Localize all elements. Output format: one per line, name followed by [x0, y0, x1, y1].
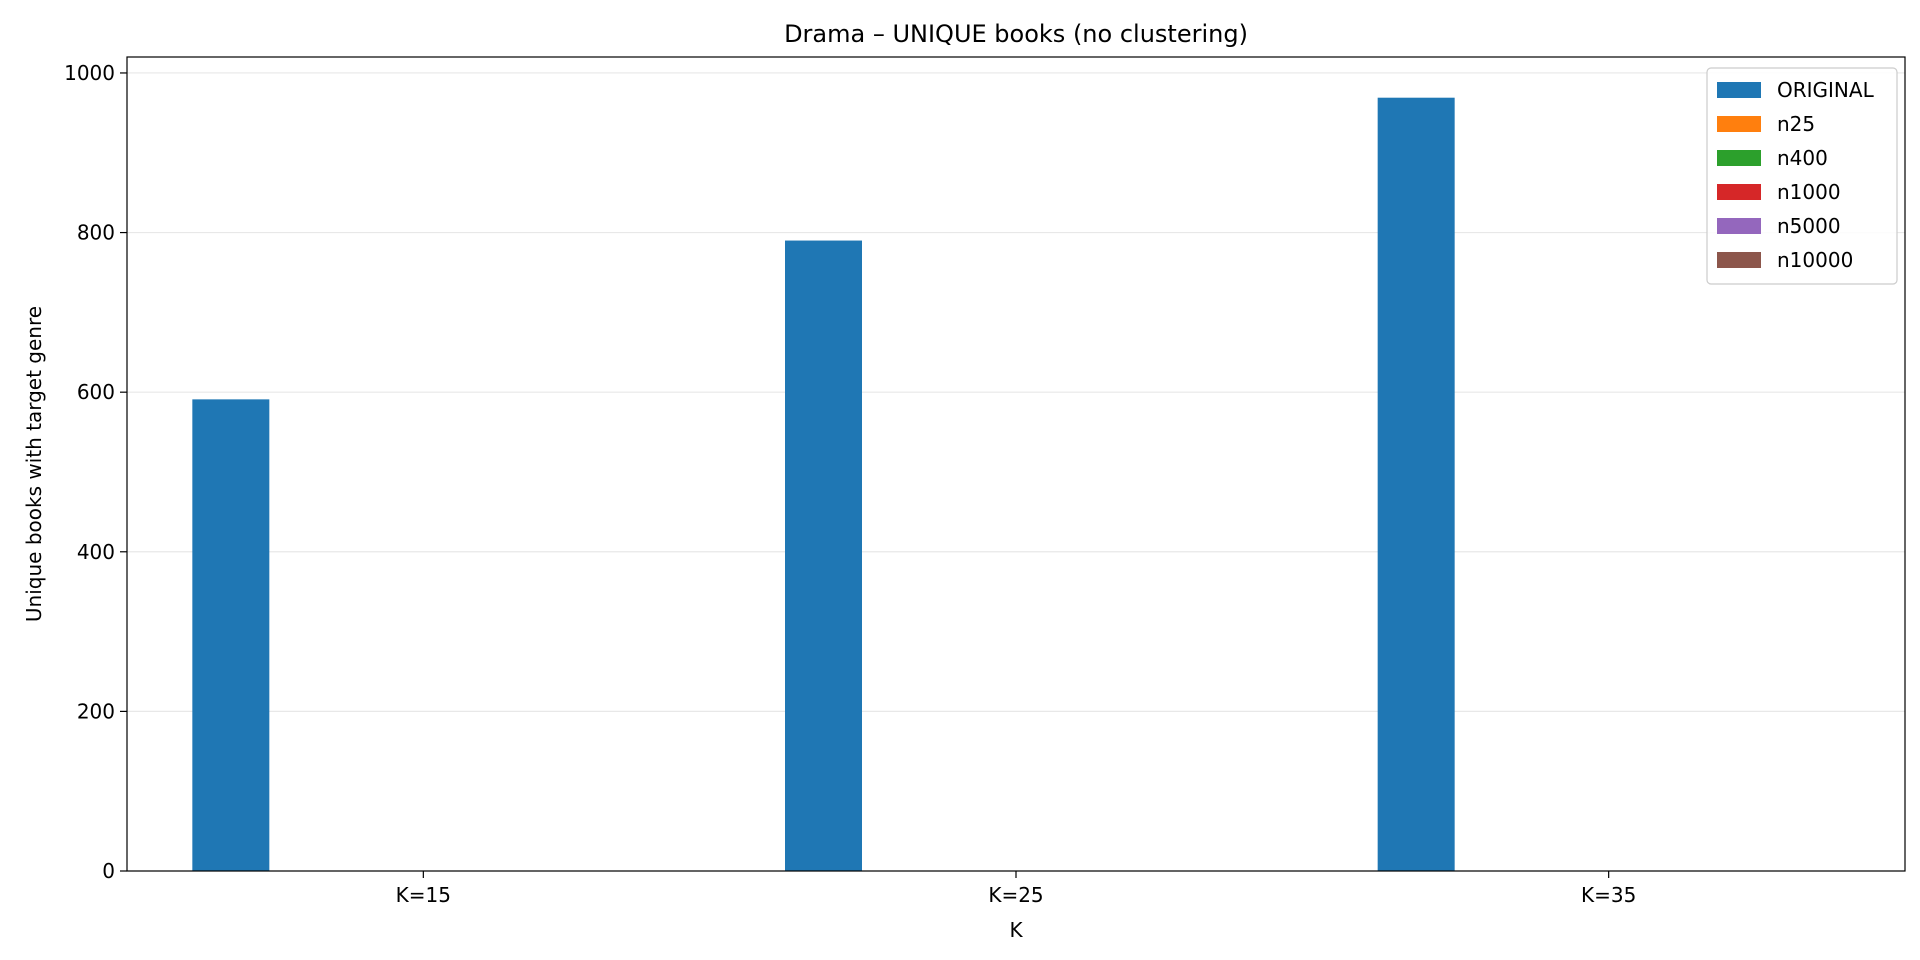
bars	[192, 97, 1455, 872]
y-tick-label: 400	[77, 540, 115, 564]
x-tick-label: K=25	[988, 883, 1043, 907]
y-axis-ticks: 0 200 400 600 800 1000	[64, 61, 127, 883]
legend-label-n400: n400	[1777, 146, 1828, 170]
legend-swatch-n1000	[1717, 184, 1761, 200]
chart-title: Drama – UNIQUE books (no clustering)	[784, 20, 1248, 48]
legend-swatch-n400	[1717, 150, 1761, 166]
legend-label-n10000: n10000	[1777, 248, 1853, 272]
y-tick-label: 600	[77, 380, 115, 404]
y-tick-label: 200	[77, 699, 115, 723]
x-tick-label: K=15	[396, 883, 451, 907]
y-tick-label: 0	[102, 859, 115, 883]
legend: ORIGINAL n25 n400 n1000 n5000 n10000	[1706, 67, 1898, 285]
legend-label-original: ORIGINAL	[1777, 78, 1875, 102]
legend-label-n1000: n1000	[1777, 180, 1841, 204]
x-axis-ticks: K=15 K=25 K=35	[396, 871, 1636, 907]
y-tick-label: 1000	[64, 61, 115, 85]
legend-swatch-n10000	[1717, 252, 1761, 268]
bar-original-k15	[192, 399, 270, 871]
legend-swatch-n5000	[1717, 218, 1761, 234]
x-axis-label: K	[1009, 918, 1023, 942]
legend-swatch-original	[1717, 82, 1761, 98]
legend-label-n25: n25	[1777, 112, 1815, 136]
legend-swatch-n25	[1717, 116, 1761, 132]
legend-label-n5000: n5000	[1777, 214, 1841, 238]
y-tick-label: 800	[77, 221, 115, 245]
y-axis-label: Unique books with target genre	[22, 306, 46, 622]
bar-original-k35	[1377, 97, 1455, 871]
bar-original-k25	[785, 240, 862, 872]
x-tick-label: K=35	[1581, 883, 1636, 907]
